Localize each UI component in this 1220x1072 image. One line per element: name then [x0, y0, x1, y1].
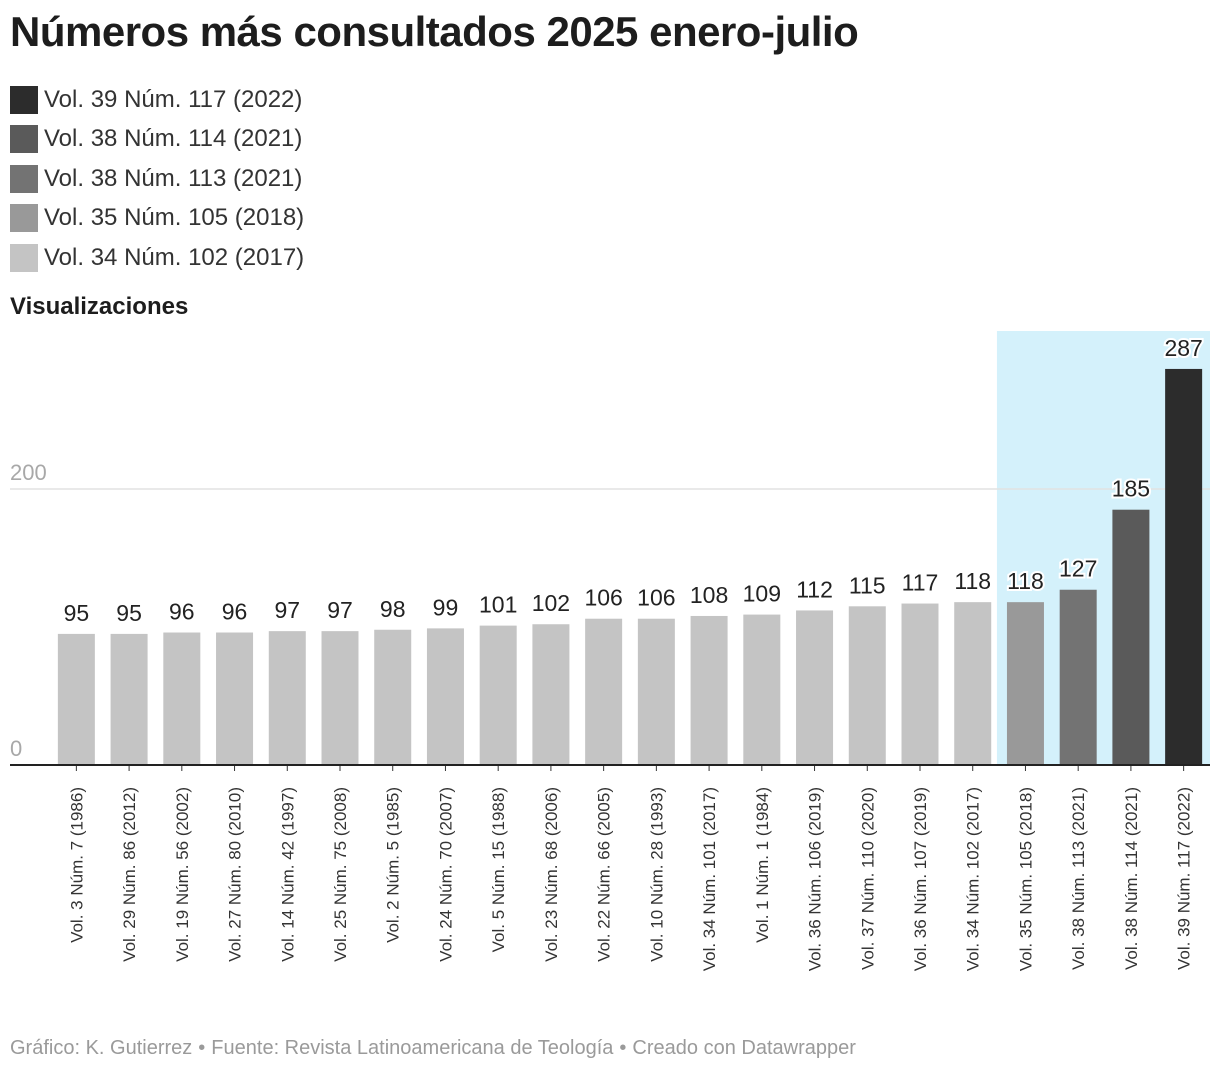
legend-swatch	[10, 243, 38, 272]
legend-item: Vol. 38 Núm. 113 (2021)	[10, 159, 304, 199]
legend-item: Vol. 35 Núm. 105 (2018)	[10, 199, 304, 239]
data-label: 118	[1007, 568, 1044, 594]
footer-tool: Creado con Datawrapper	[632, 1037, 856, 1059]
x-tick-label: Vol. 36 Núm. 106 (2019)	[806, 787, 825, 971]
bar	[743, 614, 781, 765]
legend-swatch	[10, 164, 38, 193]
data-label: 109	[743, 581, 781, 607]
data-label: 99	[433, 594, 459, 620]
bar	[268, 631, 306, 765]
bar	[954, 602, 992, 765]
x-tick-label: Vol. 27 Núm. 80 (2010)	[226, 787, 245, 962]
data-label: 287	[1164, 335, 1202, 361]
data-label: 97	[274, 597, 300, 623]
chart-title: Números más consultados 2025 enero-julio	[10, 8, 859, 55]
legend-label: Vol. 35 Núm. 105 (2018)	[44, 204, 305, 232]
bar	[848, 606, 886, 765]
x-tick-label: Vol. 36 Núm. 107 (2019)	[911, 787, 930, 971]
bar	[163, 632, 201, 765]
bar	[426, 628, 464, 765]
x-tick-label: Vol. 22 Núm. 66 (2005)	[595, 787, 614, 962]
data-label: 115	[849, 572, 886, 598]
x-tick-label: Vol. 24 Núm. 70 (2007)	[436, 787, 455, 962]
x-tick-label: Vol. 35 Núm. 105 (2018)	[1016, 787, 1035, 971]
data-label: 98	[380, 596, 406, 622]
data-label: 117	[902, 570, 939, 596]
bar-chart: 0 200 95 Vol. 3 Núm. 7 (1986) 95 Vol. 29 Núm.…	[10, 331, 1210, 971]
legend-label: Vol. 38 Núm. 113 (2021)	[44, 164, 303, 192]
x-tick-label: Vol. 25 Núm. 75 (2008)	[331, 787, 350, 962]
x-tick-label: Vol. 34 Núm. 101 (2017)	[700, 787, 719, 971]
x-tick-label: Vol. 39 Núm. 117 (2022)	[1175, 787, 1194, 970]
bar	[216, 632, 254, 765]
x-tick-label: Vol. 29 Núm. 86 (2012)	[120, 787, 139, 962]
data-label: 185	[1112, 476, 1150, 502]
bar	[532, 624, 570, 765]
data-label: 95	[64, 600, 90, 626]
bar	[901, 603, 939, 765]
y-tick-label: 0	[10, 736, 22, 761]
bar	[479, 625, 517, 765]
x-tick-label: Vol. 38 Núm. 114 (2021)	[1122, 787, 1141, 970]
legend-label: Vol. 34 Núm. 102 (2017)	[44, 243, 305, 271]
data-label: 127	[1059, 556, 1097, 582]
footer: Gráfico: K. Gutierrez • Fuente: Revista La…	[10, 1037, 856, 1060]
legend-swatch	[10, 85, 38, 114]
footer-separator: •	[619, 1037, 627, 1059]
x-tick-label: Vol. 19 Núm. 56 (2002)	[173, 787, 192, 962]
bar	[57, 633, 95, 765]
x-tick-label: Vol. 34 Núm. 102 (2017)	[964, 787, 983, 971]
bar	[637, 618, 675, 765]
data-label: 118	[954, 568, 991, 594]
bar	[690, 615, 728, 765]
y-tick-label: 200	[10, 460, 47, 485]
bar	[585, 618, 623, 765]
bar	[1112, 509, 1150, 765]
legend-label: Vol. 39 Núm. 117 (2022)	[44, 85, 303, 113]
bar	[110, 633, 148, 765]
footer-credit: Gráfico: K. Gutierrez	[10, 1037, 193, 1059]
data-label: 112	[796, 576, 833, 602]
x-tick-label: Vol. 5 Núm. 15 (1988)	[489, 787, 508, 952]
legend-item: Vol. 34 Núm. 102 (2017)	[10, 238, 304, 278]
bar	[1165, 368, 1203, 765]
x-tick-label: Vol. 14 Núm. 42 (1997)	[278, 787, 297, 962]
x-tick-label: Vol. 2 Núm. 5 (1985)	[384, 787, 403, 943]
data-label: 106	[584, 585, 622, 611]
legend-item: Vol. 39 Núm. 117 (2022)	[10, 80, 304, 120]
y-axis-label: Visualizaciones	[10, 293, 189, 320]
footer-source: Fuente: Revista Latinoamericana de Teolo…	[211, 1037, 614, 1059]
data-label: 102	[532, 590, 570, 616]
bar	[374, 629, 412, 765]
bar	[796, 610, 834, 765]
data-label: 106	[637, 585, 675, 611]
bar	[1059, 589, 1097, 765]
data-label: 97	[327, 597, 353, 623]
legend-label: Vol. 38 Núm. 114 (2021)	[44, 125, 303, 153]
legend-item: Vol. 38 Núm. 114 (2021)	[10, 120, 304, 160]
bar	[1006, 602, 1044, 765]
data-label: 101	[479, 592, 517, 618]
legend: Vol. 39 Núm. 117 (2022) Vol. 38 Núm. 114…	[10, 80, 304, 278]
x-tick-label: Vol. 10 Núm. 28 (1993)	[647, 787, 666, 962]
x-tick-label: Vol. 23 Núm. 68 (2006)	[542, 787, 561, 962]
x-tick-label: Vol. 1 Núm. 1 (1984)	[753, 787, 772, 943]
x-tick-label: Vol. 3 Núm. 7 (1986)	[67, 787, 86, 943]
x-tick-label: Vol. 38 Núm. 113 (2021)	[1069, 787, 1088, 970]
footer-separator: •	[198, 1037, 206, 1059]
data-label: 95	[116, 600, 142, 626]
legend-swatch	[10, 204, 38, 233]
legend-swatch	[10, 125, 38, 154]
data-label: 96	[222, 599, 248, 625]
bar	[321, 631, 359, 765]
x-tick-label: Vol. 37 Núm. 110 (2020)	[858, 787, 877, 970]
data-label: 108	[690, 582, 728, 608]
data-label: 96	[169, 599, 195, 625]
